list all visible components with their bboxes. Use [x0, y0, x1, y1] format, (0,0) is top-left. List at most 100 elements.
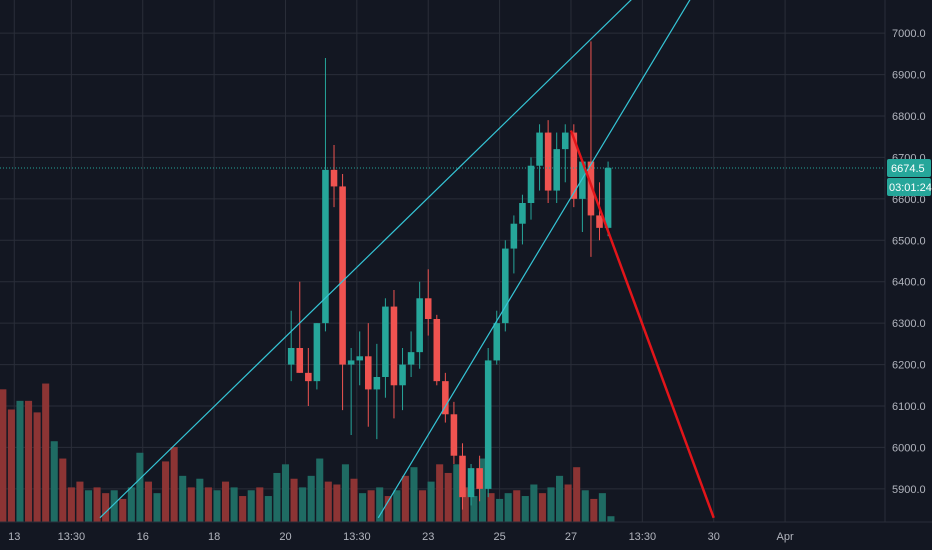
volume-bar: [427, 481, 435, 522]
volume-bar: [376, 487, 384, 522]
volume-bar: [42, 383, 50, 522]
time-tick-label: 27: [565, 531, 577, 543]
volume-bar: [196, 478, 204, 522]
volume-bar: [136, 452, 144, 522]
candle-body: [382, 306, 389, 377]
candle-body: [570, 132, 578, 199]
candle-body: [296, 348, 304, 373]
time-axis-background: [0, 522, 932, 550]
price-tick-label: 7000.0: [892, 28, 926, 40]
time-axis[interactable]: 13 13:30 16 18 20 13:30 23 25 27 13:30 30 Apr: [0, 521, 932, 550]
candle-body: [330, 169, 338, 187]
candles: [287, 41, 612, 510]
volume-bar: [50, 441, 58, 522]
volume-bar: [0, 389, 7, 522]
candle-body: [450, 414, 458, 456]
trendline[interactable]: [99, 0, 635, 519]
volume-bar: [504, 493, 512, 522]
time-tick-label: 20: [279, 531, 291, 543]
volume-bar: [299, 487, 307, 522]
candle-body: [322, 169, 329, 324]
volume-bar: [350, 478, 358, 522]
time-tick-label: 16: [137, 531, 149, 543]
candle-body: [339, 186, 346, 365]
candle-body: [364, 356, 372, 390]
volume-bar: [179, 475, 187, 522]
candle-body: [305, 372, 312, 382]
volume-bar: [367, 490, 375, 522]
candle-body: [373, 377, 381, 390]
volume-bar: [496, 498, 504, 522]
volume-bar: [256, 487, 264, 522]
volume-bar: [204, 487, 212, 522]
candle-body: [519, 203, 526, 224]
price-tick-label: 6200.0: [892, 360, 926, 372]
projection-line[interactable]: [569, 130, 715, 519]
volume-bar: [93, 487, 101, 522]
volume-bar: [119, 498, 127, 522]
candle-body: [467, 468, 475, 498]
candle-body: [493, 323, 501, 361]
candle-body: [416, 298, 423, 353]
volume-bar: [222, 481, 230, 522]
candle-body: [424, 298, 432, 319]
volume-bar: [590, 498, 598, 522]
countdown-badge: [887, 177, 931, 196]
volume-bar: [162, 461, 170, 522]
volume-bar: [410, 467, 418, 522]
time-tick-label: 13: [8, 531, 20, 543]
time-tick-label: 13:30: [629, 531, 657, 543]
volume-bar: [581, 490, 589, 522]
volume-bar: [84, 490, 93, 522]
candle-body: [390, 306, 398, 386]
volume-bar: [33, 412, 41, 522]
volume-bar: [333, 484, 341, 522]
volume-bar: [547, 487, 555, 522]
volume-bar: [110, 490, 118, 522]
current-price-label: 6674.5: [891, 163, 925, 175]
candle-body: [536, 132, 543, 166]
volume-bar: [538, 493, 546, 522]
price-axis[interactable]: 7000.06900.06800.06700.06600.06500.06400…: [884, 0, 932, 550]
volume-bar: [25, 400, 33, 522]
volume-bar: [470, 496, 478, 522]
price-tick-label: 6800.0: [892, 111, 926, 123]
price-axis-background: [885, 0, 932, 550]
candle-body: [347, 360, 355, 365]
volume-bar: [556, 475, 564, 522]
time-tick-label: Apr: [777, 531, 794, 543]
volume-bar: [170, 447, 178, 522]
volume-bar: [59, 458, 67, 522]
volume-bar: [324, 481, 332, 522]
price-tick-label: 6600.0: [892, 194, 926, 206]
time-tick-label: 13:30: [343, 531, 371, 543]
volume-bar: [273, 472, 281, 522]
candle-body: [579, 161, 586, 199]
volume-bar: [401, 475, 409, 522]
volume-bar: [213, 490, 221, 522]
candle-body: [476, 468, 483, 489]
candle-body: [407, 352, 415, 365]
candle-body: [484, 360, 492, 489]
trendlines[interactable]: [99, 0, 715, 519]
time-tick-label: 13:30: [58, 531, 86, 543]
volume-bar: [239, 496, 247, 522]
volume-bar: [144, 481, 152, 522]
candle-body: [356, 356, 363, 361]
price-tick-label: 5900.0: [892, 484, 926, 496]
time-tick-label: 25: [493, 531, 505, 543]
candle-body: [561, 132, 569, 150]
time-tick-label: 23: [422, 531, 434, 543]
price-tick-label: 6400.0: [892, 277, 926, 289]
candle-body: [313, 323, 321, 382]
candle-body: [527, 165, 535, 203]
candle-body: [502, 248, 509, 324]
volume-bar: [521, 496, 529, 522]
price-tick-label: 6500.0: [892, 235, 926, 247]
candle-body: [544, 132, 552, 191]
trendline[interactable]: [377, 0, 692, 519]
volume-bar: [316, 458, 324, 522]
volume-bars: [0, 383, 615, 522]
